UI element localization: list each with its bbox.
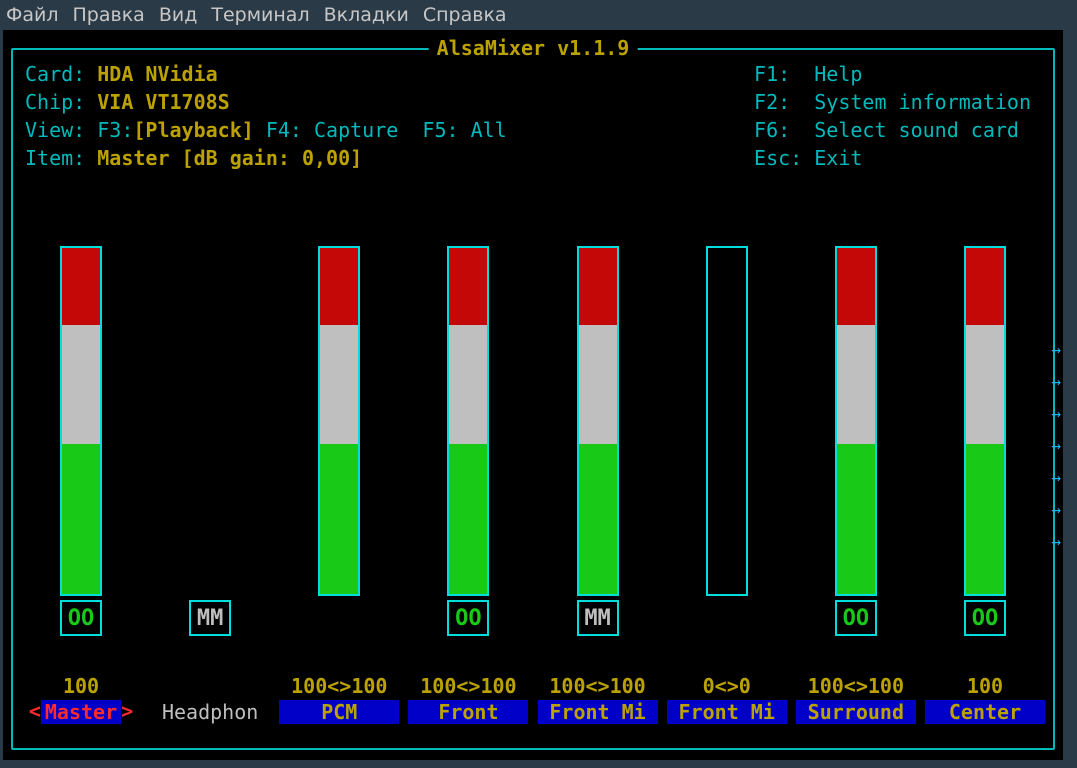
terminal[interactable]: AlsaMixer v1.1.9 Card: HDA NVidia Chip: …: [3, 30, 1063, 760]
info-right: F1: Help F2: System information F6: Sele…: [754, 60, 1031, 172]
selection-left-icon: <: [29, 699, 41, 723]
channel-name[interactable]: Front: [408, 700, 528, 724]
help-f6-key[interactable]: F6:: [754, 118, 790, 142]
menu-help[interactable]: Справка: [423, 4, 507, 26]
help-f1-key[interactable]: F1:: [754, 62, 790, 86]
view-f4[interactable]: F4: Capture: [254, 118, 411, 142]
view-playback[interactable]: [Playback]: [133, 118, 253, 142]
volume-level: 100<>100: [549, 674, 645, 698]
menu-view[interactable]: Вид: [159, 4, 198, 26]
channel-name[interactable]: Front Mi: [667, 700, 787, 724]
scroll-indicators: → → → → → → →: [1051, 340, 1061, 551]
channel-0[interactable]: OO100< Master >: [21, 246, 141, 724]
menu-edit[interactable]: Правка: [73, 4, 145, 26]
help-f2-val: System information: [814, 90, 1031, 114]
volume-bar[interactable]: [706, 246, 748, 596]
mute-indicator[interactable]: OO: [60, 600, 102, 636]
channel-name[interactable]: Surround: [796, 700, 916, 724]
scroll-arrow-icon: →: [1051, 436, 1061, 455]
channel-3[interactable]: OO 100<>100Front: [408, 246, 528, 724]
menu-terminal[interactable]: Терминал: [211, 4, 309, 26]
mute-indicator[interactable]: MM: [189, 600, 231, 636]
channel-name[interactable]: PCM: [279, 700, 399, 724]
mute-indicator[interactable]: OO: [447, 600, 489, 636]
scroll-arrow-icon: →: [1051, 500, 1061, 519]
menu-tabs[interactable]: Вкладки: [324, 4, 409, 26]
channel-name[interactable]: Headphon: [150, 700, 270, 724]
channel-2[interactable]: 100<>100PCM: [279, 246, 399, 724]
channel-name: Master: [41, 700, 121, 724]
card-value: HDA NVidia: [97, 62, 217, 86]
chip-label: Chip:: [25, 90, 85, 114]
view-f3[interactable]: F3:: [97, 118, 133, 142]
volume-bar[interactable]: [964, 246, 1006, 596]
menubar: Файл Правка Вид Терминал Вкладки Справка: [0, 0, 1077, 30]
volume-level: 100<>100: [291, 674, 387, 698]
scroll-arrow-icon: →: [1051, 404, 1061, 423]
view-f5[interactable]: F5: All: [410, 118, 506, 142]
mixer-frame: AlsaMixer v1.1.9 Card: HDA NVidia Chip: …: [11, 48, 1055, 750]
help-f1-val: Help: [814, 62, 862, 86]
channel-5[interactable]: 0<>0Front Mi: [667, 246, 787, 724]
menu-file[interactable]: Файл: [6, 4, 59, 26]
volume-bar[interactable]: [60, 246, 102, 596]
volume-level: 100: [967, 674, 1003, 698]
item-value: Master [dB gain: 0,00]: [97, 146, 362, 170]
channel-7[interactable]: OO 100Center: [925, 246, 1045, 724]
channel-6[interactable]: OO 100<>100Surround: [796, 246, 916, 724]
channel-name[interactable]: Front Mi: [538, 700, 658, 724]
help-f6-val: Select sound card: [814, 118, 1019, 142]
channel-name-selected[interactable]: < Master >: [19, 698, 143, 724]
app-title: AlsaMixer v1.1.9: [429, 36, 638, 60]
view-label: View:: [25, 118, 85, 142]
volume-bar[interactable]: [447, 246, 489, 596]
channel-name[interactable]: Center: [925, 700, 1045, 724]
selection-right-icon: >: [121, 699, 133, 723]
volume-level: 0<>0: [703, 674, 751, 698]
volume-level: 100: [63, 674, 99, 698]
channel-4[interactable]: MM 100<>100Front Mi: [538, 246, 658, 724]
volume-bar[interactable]: [835, 246, 877, 596]
volume-level: 100<>100: [420, 674, 516, 698]
mute-indicator[interactable]: MM: [577, 600, 619, 636]
volume-level: 100<>100: [808, 674, 904, 698]
scroll-arrow-icon: →: [1051, 340, 1061, 359]
mute-indicator[interactable]: OO: [835, 600, 877, 636]
help-f2-key[interactable]: F2:: [754, 90, 790, 114]
scroll-arrow-icon: →: [1051, 372, 1061, 391]
info-left: Card: HDA NVidia Chip: VIA VT1708S View:…: [25, 60, 507, 172]
help-esc-val: Exit: [814, 146, 862, 170]
help-esc-key[interactable]: Esc:: [754, 146, 802, 170]
chip-value: VIA VT1708S: [97, 90, 229, 114]
volume-bar[interactable]: [577, 246, 619, 596]
mute-indicator[interactable]: OO: [964, 600, 1006, 636]
channel-1[interactable]: MM Headphon: [150, 246, 270, 724]
channels-row: OO100< Master >MMHeadphon100<>100PCMOO10…: [21, 246, 1045, 724]
card-label: Card:: [25, 62, 85, 86]
volume-bar[interactable]: [318, 246, 360, 596]
item-label: Item:: [25, 146, 85, 170]
scroll-arrow-icon: →: [1051, 468, 1061, 487]
scroll-arrow-icon: →: [1051, 532, 1061, 551]
